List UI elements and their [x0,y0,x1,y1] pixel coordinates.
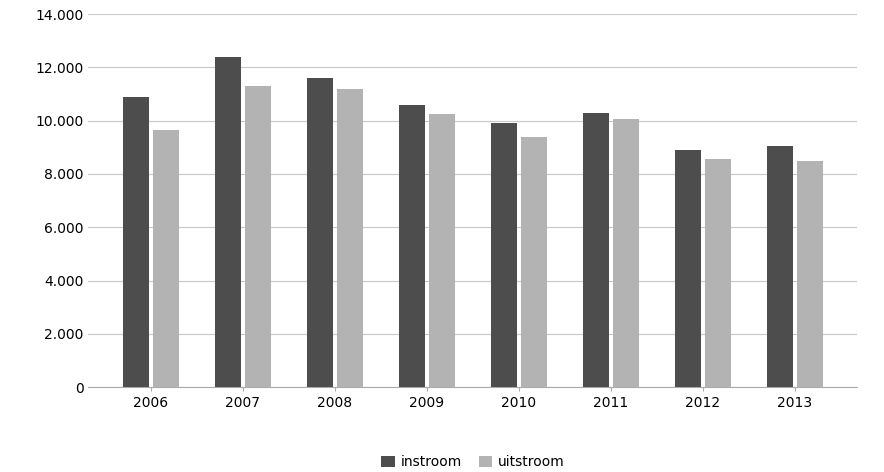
Bar [767,146,793,387]
Bar [613,119,638,387]
Bar [705,160,730,387]
Bar [583,113,609,387]
Bar [124,97,149,387]
Bar [675,150,701,387]
Bar [796,160,822,387]
Bar [492,123,517,387]
Bar [216,57,241,387]
Bar [245,86,271,387]
Bar [337,89,362,387]
Bar [521,137,546,387]
Bar [429,114,454,387]
Bar [400,105,425,387]
Bar [153,130,179,387]
Bar [308,78,333,387]
Legend: instroom, uitstroom: instroom, uitstroom [376,450,570,472]
